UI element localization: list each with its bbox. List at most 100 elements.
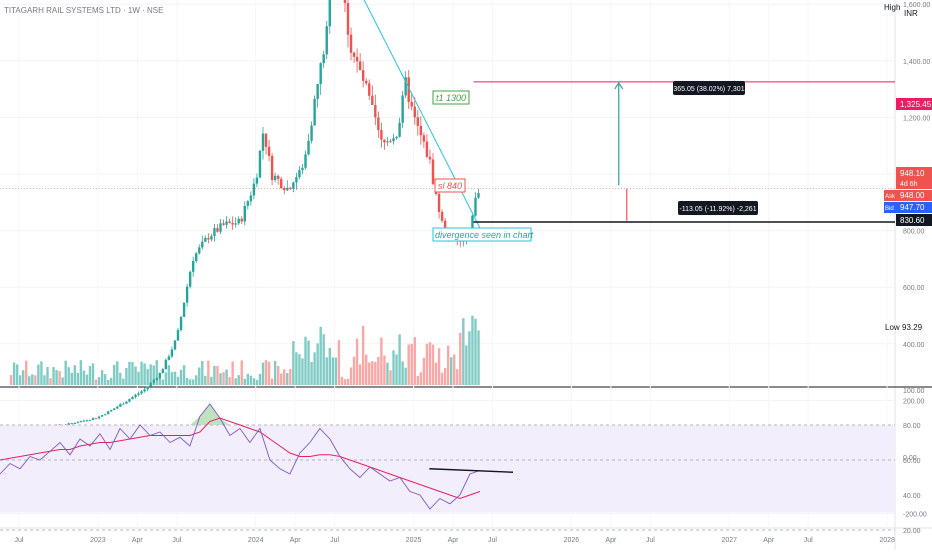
rsi-line [0,403,481,510]
volume-bar [428,342,432,385]
candle-body [216,228,219,232]
volume-bar [280,373,283,385]
volume-bar [380,337,383,385]
rsi-tick-label: 80.00 [903,423,921,430]
volume-bar [9,375,13,385]
target-price-tag [896,98,932,110]
volume-bar [316,343,319,385]
candle-body [237,218,240,224]
volume-bar [437,348,441,385]
candle-body [276,175,280,179]
candle-body [286,187,289,191]
candle-body [246,201,250,206]
time-tick-label: Apr [448,537,460,544]
volume-bar [462,318,465,385]
volume-bar [289,368,292,385]
candle-body [410,101,413,107]
volume-bar [258,373,262,385]
volume-bar [40,361,43,385]
candle-body [170,349,174,357]
candle-body [210,236,213,240]
candle-body [395,136,398,139]
candle-body [352,52,356,57]
volume-bar [161,379,165,385]
volume-bar [182,365,186,385]
candle-body [195,253,198,261]
volume-bar [131,362,134,385]
volume-bar [237,375,240,385]
volume-bar [474,318,477,385]
candle-body [122,403,125,405]
volume-bar [386,362,389,385]
candle-body [258,150,262,178]
volume-bar [477,330,480,385]
candle-body [440,212,444,221]
candle-body [267,146,271,156]
volume-bar [468,331,471,385]
volume-bar [173,371,177,385]
candle-body [149,382,152,387]
currency-label[interactable]: INR [904,9,918,18]
volume-bar [73,365,76,385]
volume-bar [349,367,353,385]
divergence-label: divergence seen in chart [435,230,534,240]
volume-bar [219,373,222,385]
candle-body [361,70,365,81]
volume-bar [195,375,198,385]
volume-bar [352,356,356,385]
volume-bar [243,378,246,385]
rsi-pane [0,403,895,531]
down-measure-label: -113.05 (-11.92%) -2,261 [679,206,756,213]
candle-body [346,3,350,35]
volume-bar [149,364,152,385]
stoploss-label-box[interactable] [434,178,466,193]
volume-bar [201,361,204,385]
time-tick-label: Apr [605,537,617,544]
candle-body [73,422,76,424]
rsi-divergence-line [429,468,514,473]
time-tick-label: 2025 [406,537,422,544]
volume-bar [273,361,277,385]
candle-body [283,188,286,191]
volume-bar [246,373,250,385]
volume-bar [140,361,143,385]
volume-bar [398,334,401,385]
volume-bar [267,361,271,385]
volume-bar [46,366,49,385]
divergence-label-box[interactable] [432,227,532,242]
volume-bar [331,357,335,385]
volume-bar [465,345,468,385]
countdown-text: 4d 6h [900,181,918,188]
candle-body [143,389,146,392]
ask-tag [896,190,932,201]
candle-body [146,386,149,390]
candle-body [407,77,410,102]
volume-bar [100,370,104,385]
candle-body [240,218,243,222]
candle-body [119,404,122,407]
volume-bar [249,375,253,385]
volume-bar [425,343,429,385]
price-tick-label: 800.00 [903,229,925,236]
volume-bar [255,379,259,385]
price-tick-label: 1,600.00 [903,2,930,9]
down-measure-box[interactable] [678,201,758,215]
candle-body [273,175,277,180]
volume-bar [94,379,98,385]
volume-bar [167,365,171,385]
volume-bar [298,354,301,385]
volume-bar [413,337,416,385]
trend-line [363,0,481,228]
candle-body [319,63,322,85]
volume-bar [158,376,161,385]
up-measure-box[interactable] [673,81,745,95]
rsi-tick-label: 60.00 [903,458,921,465]
up-measure-arrowhead [614,81,624,90]
target-label-box[interactable] [432,90,470,105]
symbol-title[interactable]: TITAGARH RAIL SYSTEMS LTD · 1W · NSE [4,6,163,15]
candle-body [292,182,295,189]
candle-body [301,167,304,171]
volume-bar [334,357,338,385]
candle-body [198,247,201,254]
